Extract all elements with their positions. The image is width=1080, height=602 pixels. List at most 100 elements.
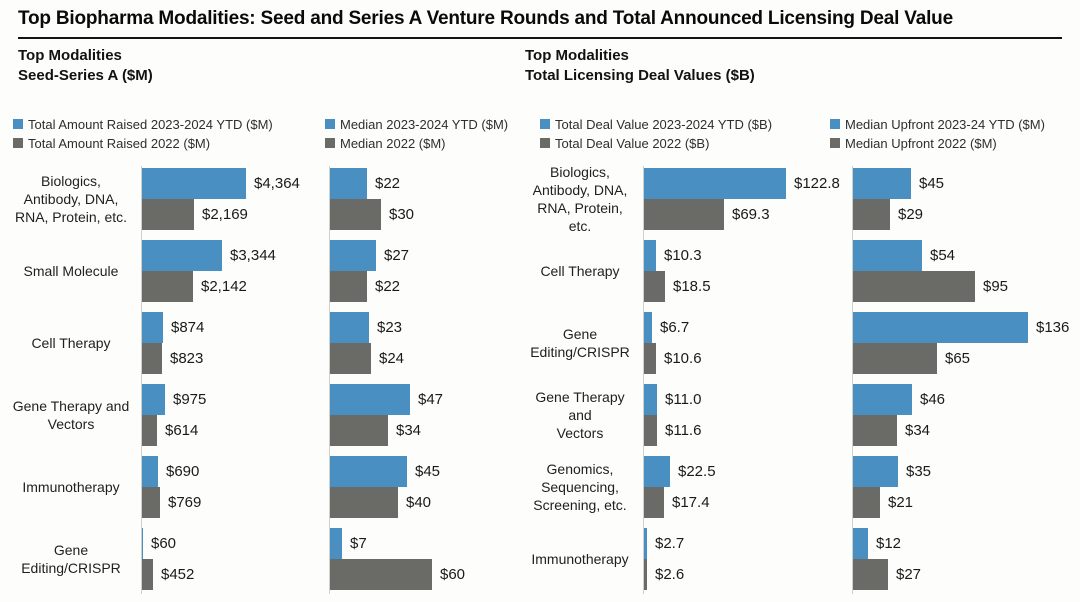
category-label: Immunotherapy: [8, 456, 134, 518]
value-label: $614: [165, 422, 199, 439]
value-label: $24: [379, 350, 405, 367]
bar-current: [142, 312, 163, 343]
bar-prior: [330, 415, 388, 446]
value-label: $122.8: [794, 175, 840, 192]
bar-current: [644, 168, 786, 199]
legend-swatch-2022-icon: [325, 138, 335, 148]
value-label: $2,169: [202, 206, 248, 223]
category-label: Cell Therapy: [524, 240, 636, 302]
bar-prior: [853, 343, 937, 374]
value-label: $95: [983, 278, 1009, 295]
value-label: $40: [406, 494, 432, 511]
bar-prior: [853, 415, 897, 446]
bar-current: [853, 528, 868, 559]
value-label: $3,344: [230, 247, 276, 264]
value-label: $34: [396, 422, 422, 439]
category-label: Biologics, Antibody, DNA, RNA, Protein, et…: [8, 168, 134, 230]
legend-item: Median Upfront 2022 ($M): [830, 136, 997, 151]
legend-label: Median Upfront 2023-24 YTD ($M): [845, 116, 1045, 132]
bar-prior: [853, 271, 975, 302]
axis-line: [329, 166, 330, 594]
bar-prior: [853, 559, 888, 590]
legend-item: Median Upfront 2023-24 YTD ($M): [830, 116, 1045, 132]
section-header-line: Top Modalities: [525, 47, 629, 64]
bar-current: [330, 168, 367, 199]
bar-prior: [644, 343, 656, 374]
bar-prior: [330, 559, 432, 590]
value-label: $23: [377, 319, 403, 336]
bar-prior: [330, 199, 381, 230]
bar-prior: [330, 271, 367, 302]
category-label: Genomics, Sequencing, Screening, etc.: [524, 456, 636, 518]
legend-swatch-2023-icon: [540, 119, 550, 129]
value-label: $60: [151, 535, 177, 552]
section-header-seed-series-a: Top Modalities Seed-Series A ($M): [18, 46, 153, 86]
bar-prior: [644, 199, 724, 230]
value-label: $136: [1036, 319, 1070, 336]
category-label-text: Gene Editing/CRISPR: [21, 542, 121, 576]
legend-swatch-2022-icon: [830, 138, 840, 148]
legend-item: Total Deal Value 2022 ($B): [540, 135, 710, 151]
category-label: Gene Editing/CRISPR: [524, 312, 636, 374]
axis-line: [141, 166, 142, 594]
value-label: $22.5: [678, 463, 716, 480]
legend-swatch-2023-icon: [325, 119, 335, 129]
page-title: Top Biopharma Modalities: Seed and Serie…: [18, 8, 953, 29]
section-header-line: Total Licensing Deal Values ($B): [525, 67, 755, 84]
legend-swatch-2023-icon: [13, 119, 23, 129]
bar-current: [644, 456, 670, 487]
bar-prior: [142, 415, 157, 446]
value-label: $34: [905, 422, 931, 439]
value-label: $54: [930, 247, 956, 264]
axis-line: [852, 166, 853, 594]
legend-item: Total Amount Raised 2023-2024 YTD ($M): [13, 116, 273, 132]
bar-current: [142, 528, 143, 559]
bar-prior: [142, 559, 153, 590]
category-label: Biologics, Antibody, DNA, RNA, Protein, et…: [524, 164, 636, 234]
axis-line: [643, 166, 644, 594]
value-label: $45: [919, 175, 945, 192]
value-label: $65: [945, 350, 971, 367]
category-label-text: Cell Therapy: [540, 263, 620, 279]
category-label-text: Gene Therapy and Vectors: [535, 389, 625, 441]
bar-prior: [330, 487, 398, 518]
value-label: $10.6: [664, 350, 702, 367]
category-label: Small Molecule: [8, 240, 134, 302]
category-label: Gene Editing/CRISPR: [8, 528, 134, 590]
bar-current: [644, 384, 657, 415]
legend-label: Total Amount Raised 2022 ($M): [28, 135, 211, 151]
bar-prior: [330, 343, 371, 374]
legend-label: Total Deal Value 2022 ($B): [555, 135, 710, 151]
bar-current: [853, 456, 898, 487]
bar-current: [330, 456, 407, 487]
value-label: $2,142: [201, 278, 247, 295]
value-label: $22: [375, 175, 401, 192]
value-label: $29: [898, 206, 924, 223]
bar-current: [853, 384, 912, 415]
bar-current: [142, 456, 158, 487]
category-label-text: Cell Therapy: [31, 335, 111, 351]
legend-label: Median 2023-2024 YTD ($M): [340, 116, 509, 132]
value-label: $874: [171, 319, 205, 336]
value-label: $975: [173, 391, 207, 408]
value-label: $2.7: [655, 535, 685, 552]
bar-current: [142, 384, 165, 415]
value-label: $60: [440, 566, 466, 583]
legend-label: Total Amount Raised 2023-2024 YTD ($M): [28, 116, 273, 132]
bar-current: [142, 240, 222, 271]
value-label: $27: [384, 247, 410, 264]
bar-prior: [142, 487, 160, 518]
section-header-licensing: Top Modalities Total Licensing Deal Valu…: [525, 46, 755, 86]
category-label: Cell Therapy: [8, 312, 134, 374]
legend-label: Total Deal Value 2023-2024 YTD ($B): [555, 116, 773, 132]
legend-swatch-2023-icon: [830, 119, 840, 129]
category-label-text: Immunotherapy: [22, 479, 120, 495]
bar-current: [330, 312, 369, 343]
value-label: $11.6: [665, 422, 702, 439]
section-header-line: Seed-Series A ($M): [18, 67, 153, 84]
value-label: $7: [350, 535, 367, 552]
value-label: $6.7: [660, 319, 690, 336]
value-label: $22: [375, 278, 401, 295]
legend-item: Median 2023-2024 YTD ($M): [325, 116, 509, 132]
bar-current: [853, 240, 922, 271]
